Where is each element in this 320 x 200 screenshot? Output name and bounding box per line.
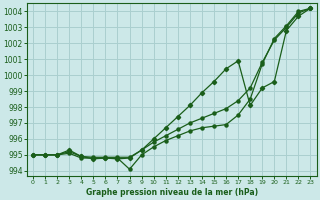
X-axis label: Graphe pression niveau de la mer (hPa): Graphe pression niveau de la mer (hPa): [86, 188, 258, 197]
